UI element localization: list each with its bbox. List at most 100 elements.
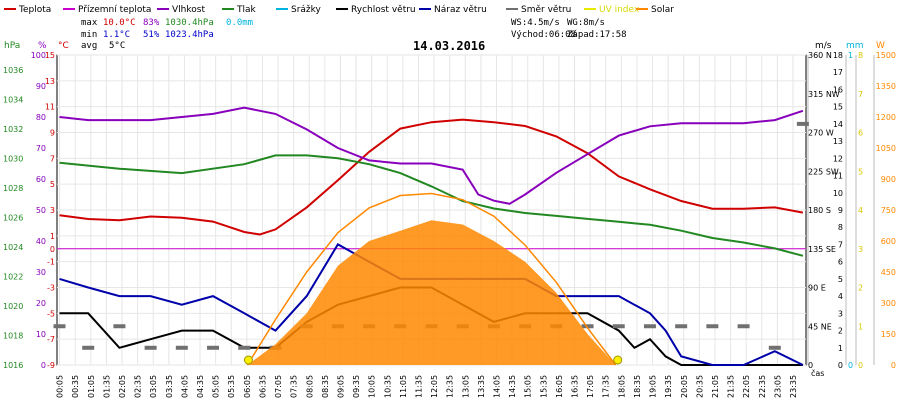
legend-label-8: UV index (599, 5, 640, 15)
temp-tick-label: 1 (50, 232, 55, 241)
x-tick-label: 06:05 (243, 375, 252, 398)
x-tick-label: 00:35 (71, 375, 80, 398)
x-tick-label: 23:05 (773, 375, 782, 398)
x-tick-label: 01:05 (87, 375, 96, 398)
axis-unit-temp: °C (58, 41, 69, 51)
temp-tick-label: 13 (45, 77, 55, 86)
pressure-tick-label: 1036 (3, 66, 23, 75)
uv-tick-label: 1 (858, 322, 863, 331)
x-tick-label: 21:35 (727, 375, 736, 398)
x-tick-label: 22:35 (758, 375, 767, 398)
series-area-solar (247, 220, 616, 365)
x-tick-label: 21:05 (711, 375, 720, 398)
axis-unit-humidity: % (38, 41, 47, 51)
series-line-solar-theoretical- (246, 192, 617, 366)
humidity-tick-label: 30 (36, 268, 46, 277)
speed-tick-label: 14 (833, 120, 843, 129)
legend-label-6: Náraz větru (434, 5, 487, 15)
wind-direction-point (796, 121, 809, 126)
speed-tick-label: 3 (838, 309, 843, 318)
temp-tick-label: -7 (47, 335, 55, 344)
humidity-tick-label: 100 (31, 51, 46, 60)
direction-tick-label: 45 NE (808, 322, 832, 331)
temp-tick-label: 9 (50, 129, 55, 138)
solar-tick-label: 1050 (876, 144, 896, 153)
x-tick-label: 05:35 (227, 375, 236, 398)
direction-tick-label: 315 NW (808, 90, 840, 99)
stats-block: max 10.0°C 83% 1030.4hPa 0.0mm min 1.1°C… (81, 18, 253, 51)
x-tick-label: 20:05 (680, 375, 689, 398)
stats-min-press: 1023.4hPa (165, 30, 214, 40)
speed-tick-label: 8 (838, 223, 843, 232)
stats-min-hum: 51% (143, 30, 160, 40)
speed-tick-label: 10 (833, 189, 843, 198)
stats-min-temp: 1.1°C (103, 30, 130, 40)
x-tick-label: 01:35 (102, 375, 111, 398)
temp-tick-label: 11 (45, 103, 55, 112)
pressure-tick-label: 1018 (3, 331, 23, 340)
legend-label-5: Rychlost větru (351, 5, 416, 15)
direction-tick-label: 135 SE (808, 245, 836, 254)
x-tick-label: 06:35 (258, 375, 267, 398)
x-tick-label: 12:05 (430, 375, 439, 398)
speed-tick-label: 2 (838, 327, 843, 336)
stats-max-label: max (81, 18, 98, 28)
direction-tick-label: 0 (808, 361, 813, 370)
temp-tick-label: 3 (50, 206, 55, 215)
temp-tick-label: -5 (47, 309, 55, 318)
humidity-tick-label: 20 (36, 299, 46, 308)
x-tick-label: 18:05 (617, 375, 626, 398)
x-tick-label: 04:05 (180, 375, 189, 398)
temp-tick-label: 0 (50, 245, 55, 254)
wind-direction-point (82, 345, 95, 350)
temp-tick-label: 7 (50, 154, 55, 163)
axis-unit-rain: mm (846, 41, 864, 51)
solar-tick-label: 1200 (876, 113, 896, 122)
x-tick-label: 18:35 (633, 375, 642, 398)
x-tick-label: 20:35 (695, 375, 704, 398)
wind-direction-point (175, 345, 188, 350)
wind-direction-point (737, 324, 750, 329)
humidity-tick-label: 60 (36, 175, 46, 184)
stats-max-hum: 83% (143, 18, 160, 28)
wind-direction-point (144, 345, 157, 350)
x-tick-label: 03:05 (149, 375, 158, 398)
wind-direction-point (113, 324, 126, 329)
direction-tick-label: 225 SW (808, 167, 839, 176)
x-tick-label: 08:35 (321, 375, 330, 398)
wind-direction-point (768, 345, 781, 350)
chart-title: 14.03.2016 (413, 39, 485, 53)
temp-tick-label: 5 (50, 180, 55, 189)
sunset-time: Západ:17:58 (567, 30, 627, 40)
humidity-tick-label: 90 (36, 82, 46, 91)
speed-tick-label: 15 (833, 103, 843, 112)
stats-max-temp: 10.0°C (103, 18, 136, 28)
x-tick-label: 13:35 (477, 375, 486, 398)
x-tick-label: 22:05 (742, 375, 751, 398)
wind-direction-point (207, 345, 220, 350)
pressure-tick-label: 1028 (3, 184, 23, 193)
legend-label-4: Srážky (291, 5, 322, 15)
axis-unit-hpa: hPa (4, 41, 20, 51)
solar-tick-label: 0 (891, 361, 896, 370)
x-tick-label: 03:35 (165, 375, 174, 398)
x-tick-label: 19:35 (664, 375, 673, 398)
x-tick-label: 10:05 (368, 375, 377, 398)
x-tick-label: 08:05 (305, 375, 314, 398)
x-tick-label: 02:35 (134, 375, 143, 398)
direction-tick-label: 180 S (808, 206, 831, 215)
speed-tick-label: 16 (833, 85, 843, 94)
wind-gust-max: WG:8m/s (567, 18, 605, 28)
series-line-teplota (59, 118, 804, 236)
x-tick-label: 16:05 (555, 375, 564, 398)
wind-direction-point (612, 324, 625, 329)
x-tick-label: 12:35 (446, 375, 455, 398)
humidity-tick-label: 80 (36, 113, 46, 122)
pressure-tick-label: 1016 (3, 361, 23, 370)
solar-tick-label: 600 (881, 237, 896, 246)
x-tick-label: 09:05 (336, 375, 345, 398)
pressure-tick-label: 1020 (3, 302, 23, 311)
x-tick-label: 11:05 (399, 375, 408, 398)
wind-direction-point (238, 345, 251, 350)
solar-tick-label: 1500 (876, 51, 896, 60)
